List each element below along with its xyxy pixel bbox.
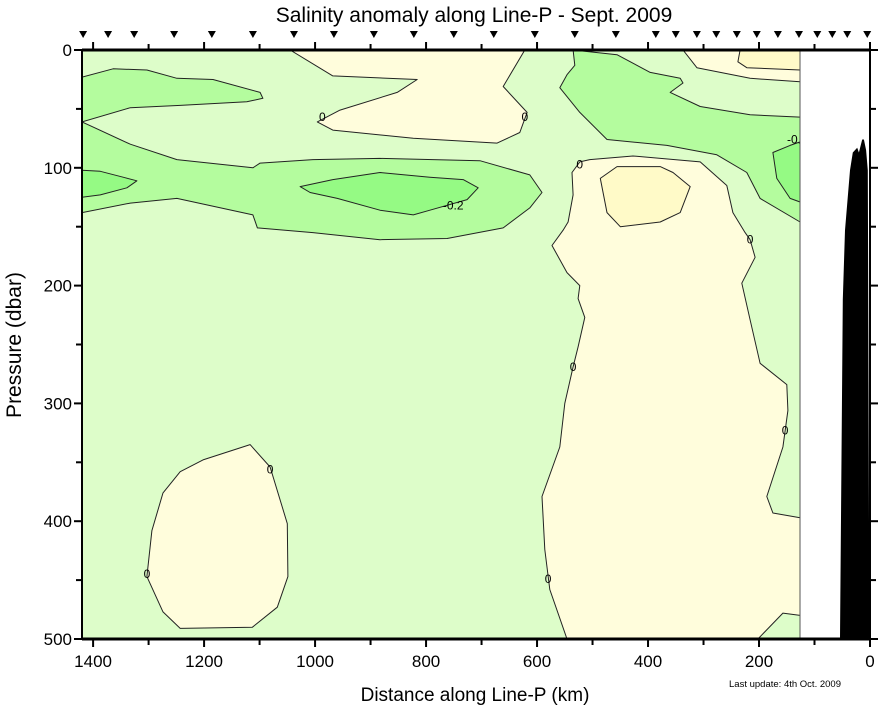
contour-label: 0 [570, 360, 577, 374]
station-marker-icon [79, 31, 88, 38]
x-tick-label: 600 [523, 652, 551, 671]
x-axis-label: Distance along Line-P (km) [361, 685, 590, 706]
x-tick-label: 1000 [296, 652, 334, 671]
station-marker-icon [773, 31, 782, 38]
station-marker-icon [248, 31, 257, 38]
contour-label: 0 [144, 567, 151, 581]
station-marker-icon [843, 31, 852, 38]
x-tick-label: 800 [412, 652, 440, 671]
x-tick-label: 1400 [74, 652, 112, 671]
contour-region-deep-positive-west [146, 444, 289, 629]
contour-label: 0 [576, 157, 583, 171]
y-axis-label: Pressure (dbar) [3, 272, 26, 418]
x-tick-labels: 1400 1200 1000 800 600 400 200 0 [74, 652, 875, 671]
station-marker-icon [671, 31, 680, 38]
contour-label: 0 [267, 462, 274, 476]
station-marker-icon [570, 31, 579, 38]
last-update-note: Last update: 4th Oct. 2009 [729, 679, 841, 690]
y-tick-label: 300 [44, 394, 72, 413]
contour-label: 0 [747, 233, 754, 247]
station-marker-icon [289, 31, 298, 38]
x-tick-label: 200 [745, 652, 773, 671]
contour-region-positive-core-east [599, 166, 691, 228]
contour-region-core-east [772, 141, 801, 203]
x-tick-label: 0 [865, 652, 874, 671]
contour-label: 0 [545, 572, 552, 586]
station-marker-icon [732, 31, 741, 38]
y-tick-label: 400 [44, 512, 72, 531]
station-marker-icon [369, 31, 378, 38]
y-tick-label: 500 [44, 630, 72, 649]
y-tick-label: 0 [63, 41, 72, 60]
station-marker-icon [828, 31, 837, 38]
contour-label: -0.1 [787, 133, 808, 147]
contour-region-deep-positive-east [541, 155, 801, 639]
y-tick-label: 200 [44, 277, 72, 296]
contour-labels: 0 0 0 0 0 0 0 0 0 -0.2 -0.1 [144, 110, 808, 586]
contour-region-band-east [559, 50, 801, 223]
contour-region-surface-positive-east-core [737, 50, 801, 71]
station-marker-icon [207, 31, 216, 38]
station-marker-icon [611, 31, 620, 38]
station-marker-icon [104, 31, 113, 38]
station-marker-icon [813, 31, 822, 38]
station-marker-icon [449, 31, 458, 38]
contour-label: 0 [521, 110, 528, 124]
y-tick-label: 100 [44, 159, 72, 178]
contour-label: 0 [782, 423, 789, 437]
station-marker-icon [329, 31, 338, 38]
contour-regions [82, 50, 801, 639]
station-marker-icon [651, 31, 660, 38]
x-tick-label: 400 [634, 652, 662, 671]
x-tick-label: 1200 [185, 652, 223, 671]
station-marker-icon [170, 31, 179, 38]
station-marker-icon [489, 31, 498, 38]
contour-region-core-west [82, 169, 138, 198]
axes [74, 42, 878, 647]
station-marker-icon [752, 31, 761, 38]
chart-title: Salinity anomaly along Line-P - Sept. 20… [276, 4, 673, 27]
station-marker-icon [530, 31, 539, 38]
station-marker-icon [130, 31, 139, 38]
contour-region-band-shallow-west [82, 68, 264, 123]
station-marker-icon [794, 31, 803, 38]
station-marker-icon [409, 31, 418, 38]
contour-label: 0 [319, 110, 326, 124]
station-marker-icon [692, 31, 701, 38]
y-tick-labels: 0 100 200 300 400 500 [44, 41, 72, 649]
contour-region-core-center [299, 172, 479, 216]
contour-region-surface-positive-center [289, 50, 528, 144]
contour-label: -0.2 [443, 198, 464, 212]
station-marker-icon [712, 31, 721, 38]
station-markers [79, 31, 872, 38]
station-marker-icon [863, 31, 872, 38]
bathymetry [840, 139, 870, 639]
